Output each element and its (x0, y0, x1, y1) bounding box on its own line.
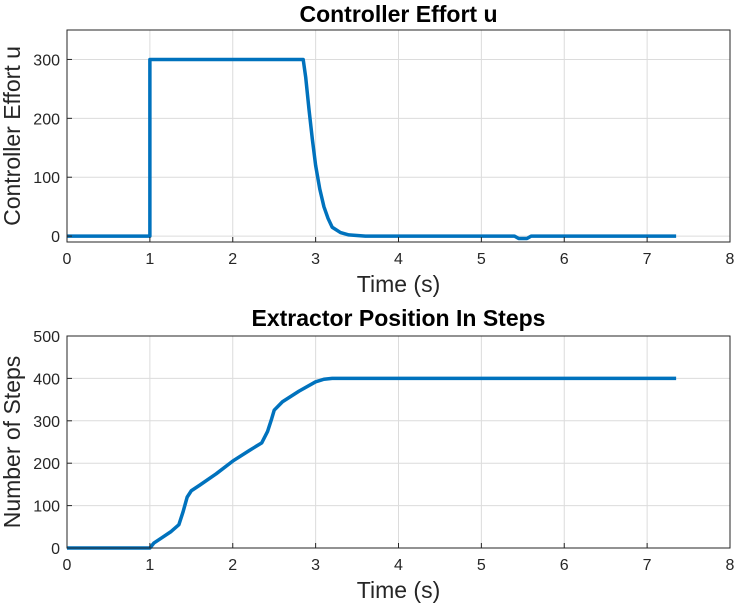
controller-effort-xtick-label: 1 (145, 251, 154, 268)
extractor-position-xtick-label: 3 (311, 557, 320, 574)
controller-effort-ytick-label: 200 (33, 111, 60, 128)
extractor-position-xtick-label: 4 (394, 557, 403, 574)
extractor-position-xtick-label: 0 (63, 557, 72, 574)
extractor-position-ytick-label: 100 (33, 499, 60, 516)
controller-effort-xtick-label: 7 (643, 251, 652, 268)
controller-effort-xtick-label: 8 (726, 251, 735, 268)
controller-effort-xtick-label: 4 (394, 251, 403, 268)
extractor-position-title: Extractor Position In Steps (252, 305, 546, 331)
controller-effort-series-line (67, 57, 677, 241)
controller-effort-xtick-label: 2 (228, 251, 237, 268)
controller-effort-ytick-label: 0 (51, 229, 60, 246)
controller-effort-ylabel: Controller Effort u (0, 46, 25, 226)
extractor-position-xtick-label: 6 (560, 557, 569, 574)
extractor-position-xtick-label: 7 (643, 557, 652, 574)
controller-effort-xtick-label: 3 (311, 251, 320, 268)
extractor-position-ytick-label: 200 (33, 456, 60, 473)
extractor-position-ylabel: Number of Steps (0, 356, 25, 529)
controller-effort-xtick-label: 6 (560, 251, 569, 268)
extractor-position-ytick-label: 500 (33, 329, 60, 346)
controller-effort-ytick-label: 300 (33, 52, 60, 69)
extractor-position-series-line (67, 376, 677, 550)
extractor-position-ytick-label: 400 (33, 371, 60, 388)
extractor-position-chart: 0 1 2 3 4 5 6 7 8 0 100 200 300 400 500 Extractor Pos… (0, 305, 735, 603)
controller-effort-xlabel: Time (s) (357, 271, 440, 297)
extractor-position-ytick-label: 0 (51, 541, 60, 558)
extractor-position-ytick-label: 300 (33, 414, 60, 431)
extractor-position-xtick-label: 5 (477, 557, 486, 574)
extractor-position-xlabel: Time (s) (357, 577, 440, 603)
controller-effort-chart: 0 1 2 3 4 5 6 7 8 0 100 200 300 Controller Effort u… (0, 1, 735, 297)
controller-effort-xtick-label: 5 (477, 251, 486, 268)
extractor-position-xtick-label: 8 (726, 557, 735, 574)
controller-effort-xtick-label: 0 (63, 251, 72, 268)
extractor-position-xtick-label: 1 (145, 557, 154, 574)
extractor-position-xtick-label: 2 (228, 557, 237, 574)
controller-effort-title: Controller Effort u (299, 1, 497, 27)
controller-effort-ytick-label: 100 (33, 170, 60, 187)
